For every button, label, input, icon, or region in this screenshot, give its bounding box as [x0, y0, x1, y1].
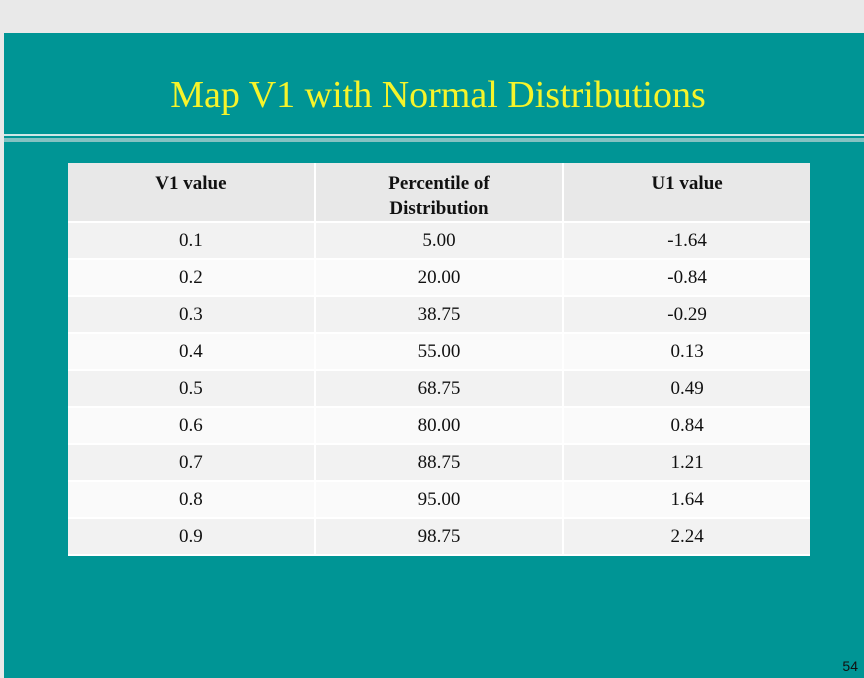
- table-row: 0.5 68.75 0.49: [68, 370, 810, 408]
- title-divider-thin: [4, 134, 864, 136]
- cell-percentile: 98.75: [314, 518, 565, 556]
- cell-u1: 2.24: [563, 518, 810, 556]
- cell-u1: 0.13: [563, 333, 810, 371]
- header-percentile: Percentile of Distribution: [314, 163, 565, 223]
- cell-v1: 0.7: [68, 444, 316, 482]
- slide: Map V1 with Normal Distributions V1 valu…: [4, 33, 864, 678]
- cell-u1: 0.49: [563, 370, 810, 408]
- cell-percentile: 5.00: [314, 222, 565, 260]
- cell-u1: 1.64: [563, 481, 810, 519]
- table-row: 0.1 5.00 -1.64: [68, 222, 810, 260]
- cell-v1: 0.2: [68, 259, 316, 297]
- cell-percentile: 80.00: [314, 407, 565, 445]
- cell-percentile: 95.00: [314, 481, 565, 519]
- cell-percentile: 55.00: [314, 333, 565, 371]
- header-v1-value: V1 value: [68, 163, 316, 223]
- header-percentile-label: Percentile of Distribution: [388, 173, 490, 219]
- cell-v1: 0.3: [68, 296, 316, 334]
- cell-u1: -0.29: [563, 296, 810, 334]
- table-row: 0.8 95.00 1.64: [68, 481, 810, 519]
- table-row: 0.3 38.75 -0.29: [68, 296, 810, 334]
- table-row: 0.6 80.00 0.84: [68, 407, 810, 445]
- table-row: 0.2 20.00 -0.84: [68, 259, 810, 297]
- cell-percentile: 88.75: [314, 444, 565, 482]
- data-table: V1 value Percentile of Distribution U1 v…: [68, 163, 810, 556]
- cell-v1: 0.6: [68, 407, 316, 445]
- cell-v1: 0.8: [68, 481, 316, 519]
- cell-u1: 0.84: [563, 407, 810, 445]
- slide-title: Map V1 with Normal Distributions: [170, 74, 706, 116]
- table-header-row: V1 value Percentile of Distribution U1 v…: [68, 163, 810, 223]
- table-row: 0.7 88.75 1.21: [68, 444, 810, 482]
- page-number: 54: [842, 658, 858, 674]
- table-row: 0.4 55.00 0.13: [68, 333, 810, 371]
- cell-v1: 0.1: [68, 222, 316, 260]
- cell-percentile: 38.75: [314, 296, 565, 334]
- cell-u1: -0.84: [563, 259, 810, 297]
- cell-u1: -1.64: [563, 222, 810, 260]
- cell-v1: 0.4: [68, 333, 316, 371]
- table-row: 0.9 98.75 2.24: [68, 518, 810, 556]
- header-u1-value: U1 value: [563, 163, 810, 223]
- title-divider-thick: [4, 138, 864, 142]
- cell-percentile: 68.75: [314, 370, 565, 408]
- cell-v1: 0.5: [68, 370, 316, 408]
- cell-v1: 0.9: [68, 518, 316, 556]
- cell-percentile: 20.00: [314, 259, 565, 297]
- cell-u1: 1.21: [563, 444, 810, 482]
